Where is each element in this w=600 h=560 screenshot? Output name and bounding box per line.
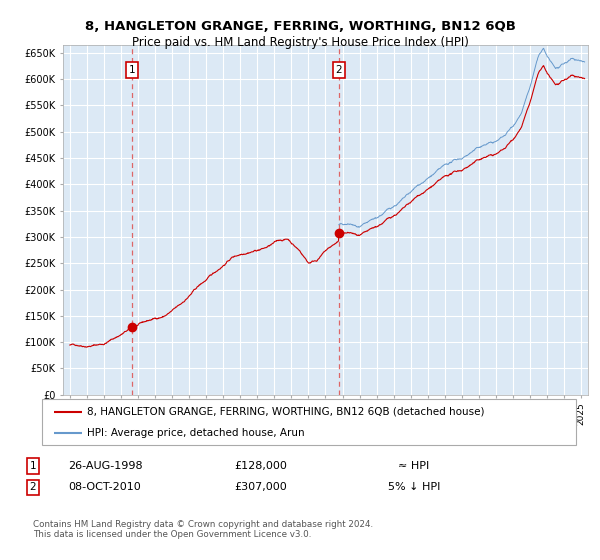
Text: 1: 1 [29, 461, 37, 471]
Text: Price paid vs. HM Land Registry's House Price Index (HPI): Price paid vs. HM Land Registry's House … [131, 36, 469, 49]
Text: ≈ HPI: ≈ HPI [398, 461, 430, 471]
Text: 5% ↓ HPI: 5% ↓ HPI [388, 482, 440, 492]
Text: 2: 2 [335, 65, 342, 75]
Text: 26-AUG-1998: 26-AUG-1998 [68, 461, 142, 471]
Text: 8, HANGLETON GRANGE, FERRING, WORTHING, BN12 6QB: 8, HANGLETON GRANGE, FERRING, WORTHING, … [85, 20, 515, 32]
Text: 2: 2 [29, 482, 37, 492]
FancyBboxPatch shape [42, 399, 576, 445]
Text: Contains HM Land Registry data © Crown copyright and database right 2024.
This d: Contains HM Land Registry data © Crown c… [33, 520, 373, 539]
Text: 08-OCT-2010: 08-OCT-2010 [68, 482, 142, 492]
Text: £128,000: £128,000 [235, 461, 287, 471]
Text: 8, HANGLETON GRANGE, FERRING, WORTHING, BN12 6QB (detached house): 8, HANGLETON GRANGE, FERRING, WORTHING, … [88, 407, 485, 417]
Text: 1: 1 [129, 65, 136, 75]
Text: £307,000: £307,000 [235, 482, 287, 492]
Text: HPI: Average price, detached house, Arun: HPI: Average price, detached house, Arun [88, 428, 305, 438]
